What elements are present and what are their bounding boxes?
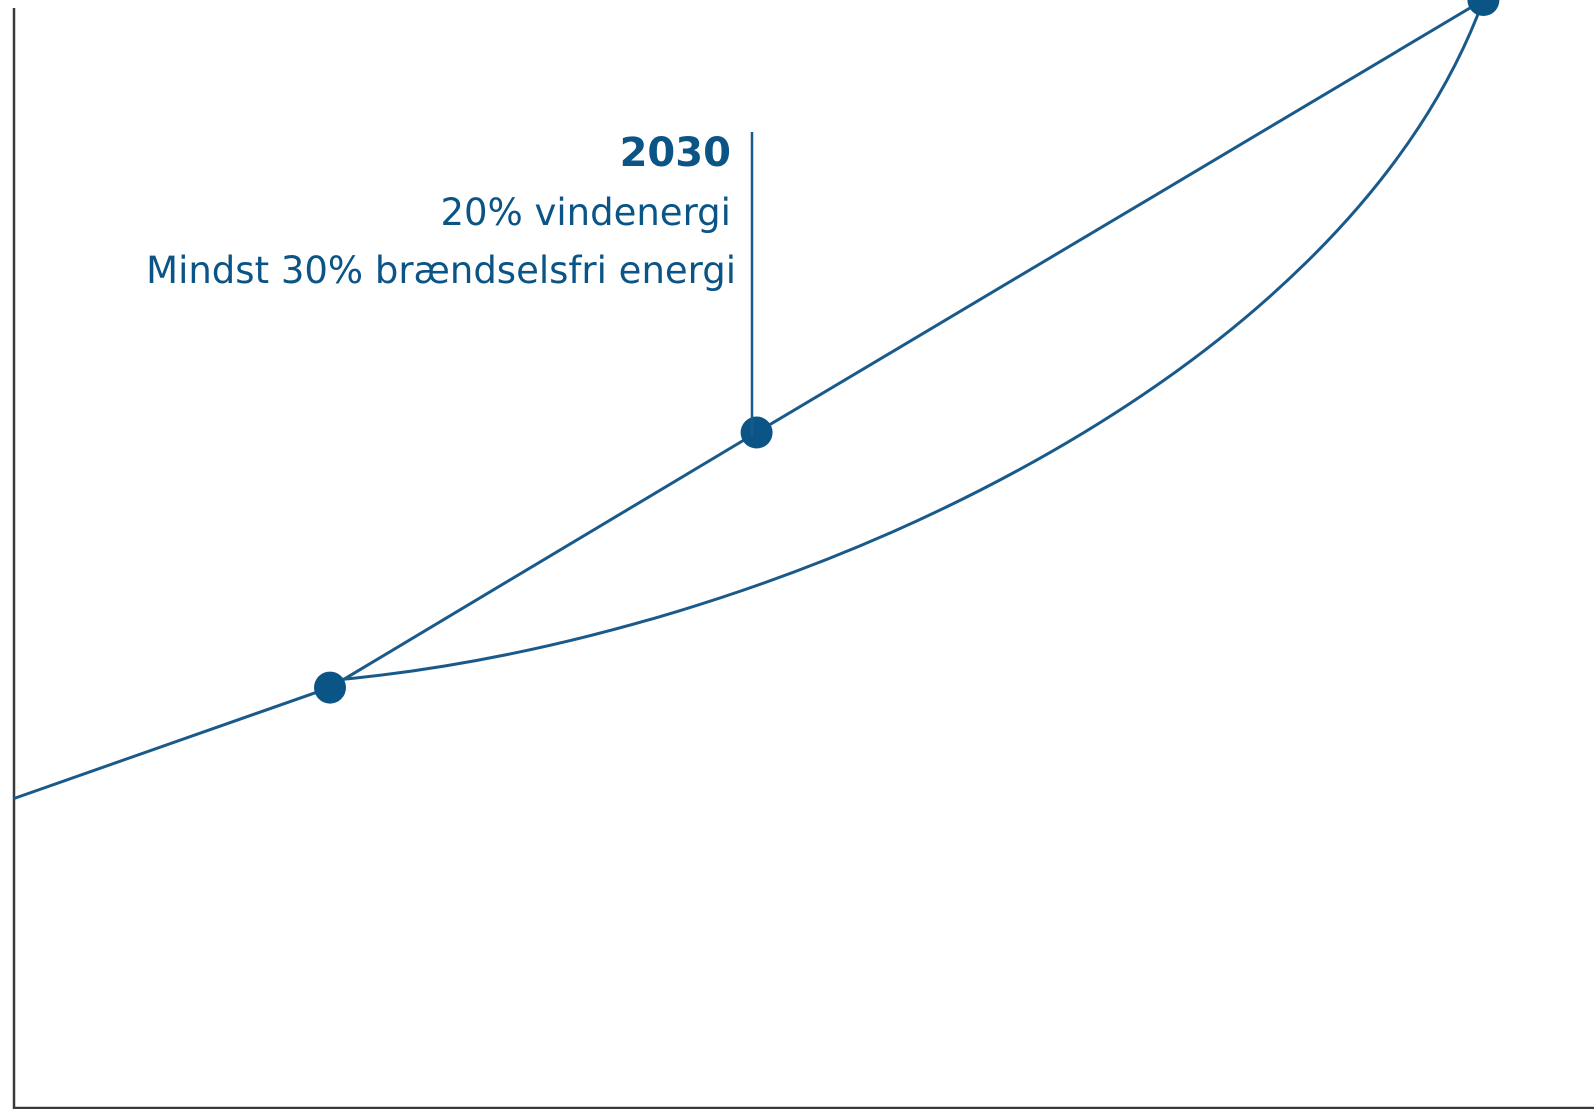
data-point-2 [740, 416, 773, 449]
data-point-3 [1467, 0, 1500, 16]
chart-marks [13, 0, 1500, 800]
annotation-text: 2030 20% vindenergi Mindst 30% brændsels… [146, 130, 736, 292]
series-line-curve [329, 0, 1485, 683]
data-point-1 [314, 671, 346, 704]
series-line-straight [13, 0, 1485, 800]
annotation-line-1: 20% vindenergi [440, 191, 730, 234]
annotation-line-2: Mindst 30% brændselsfri energi [146, 249, 736, 292]
annotation-title: 2030 [620, 130, 731, 176]
